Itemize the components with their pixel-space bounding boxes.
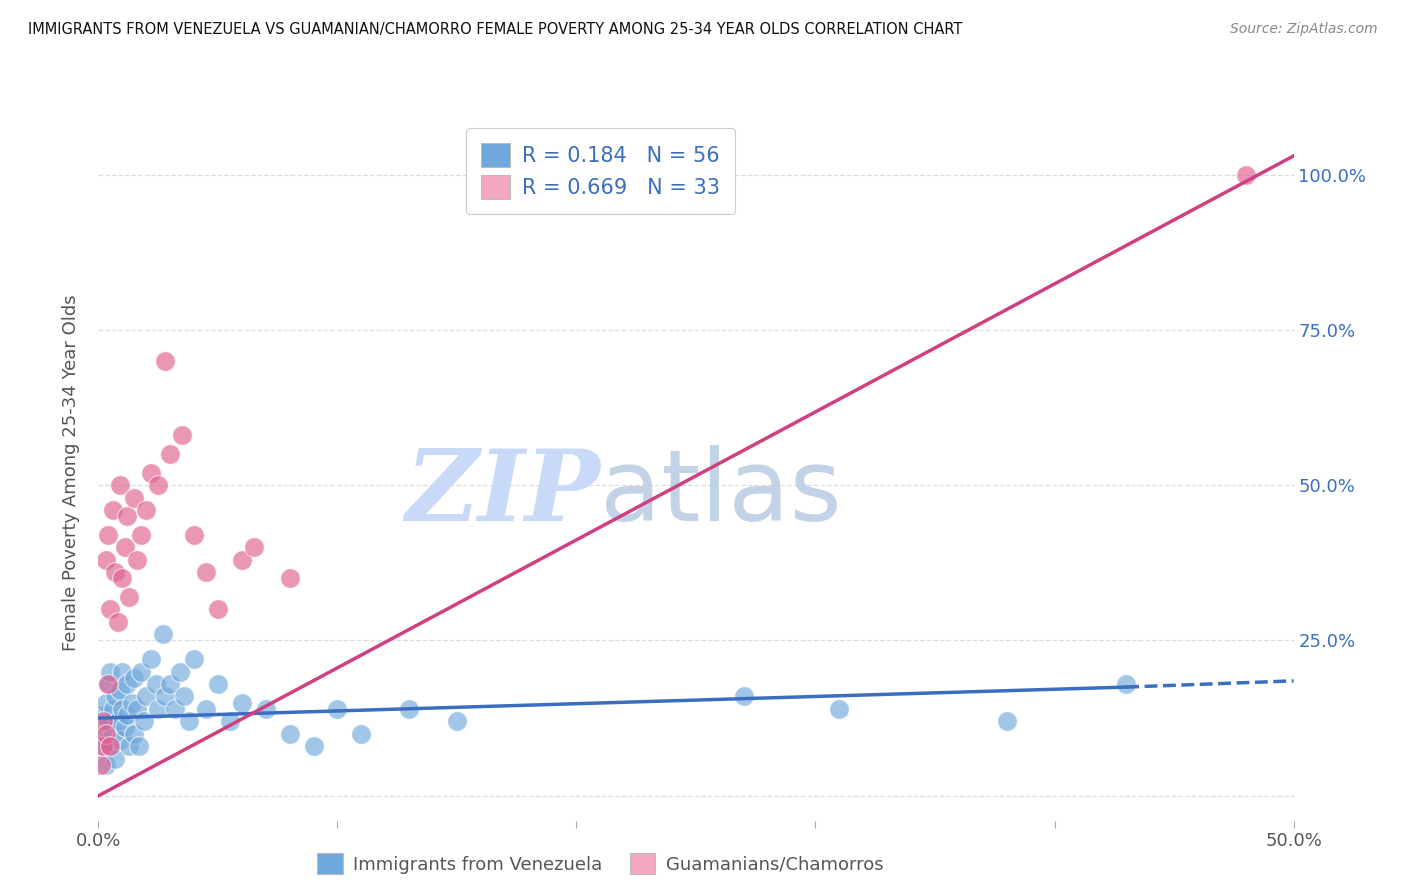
Point [114, 541, 136, 555]
Point [98, 602, 122, 616]
Point [172, 428, 194, 442]
Point [254, 702, 277, 716]
Point [115, 708, 138, 723]
Point [179, 714, 201, 729]
Point [101, 503, 124, 517]
Text: atlas: atlas [600, 445, 842, 542]
Point [91, 739, 114, 753]
Point [118, 739, 141, 753]
Point [135, 690, 157, 704]
Point [94, 726, 117, 740]
Point [104, 751, 127, 765]
Point [115, 677, 138, 691]
Point [94, 552, 117, 567]
Point [97, 677, 120, 691]
Point [124, 726, 146, 740]
Legend: Immigrants from Venezuela, Guamanians/Chamorros: Immigrants from Venezuela, Guamanians/Ch… [311, 846, 890, 881]
Point [94, 757, 117, 772]
Text: Source: ZipAtlas.com: Source: ZipAtlas.com [1230, 22, 1378, 37]
Point [91, 739, 114, 753]
Point [124, 491, 146, 505]
Point [114, 721, 136, 735]
Text: IMMIGRANTS FROM VENEZUELA VS GUAMANIAN/CHAMORRO FEMALE POVERTY AMONG 25-34 YEAR : IMMIGRANTS FROM VENEZUELA VS GUAMANIAN/C… [28, 22, 963, 37]
Point [231, 696, 253, 710]
Point [828, 702, 851, 716]
Point [132, 714, 155, 729]
Y-axis label: Female Poverty Among 25-34 Year Olds: Female Poverty Among 25-34 Year Olds [62, 294, 80, 651]
Point [148, 702, 170, 716]
Point [207, 602, 229, 616]
Point [97, 528, 120, 542]
Point [152, 627, 174, 641]
Point [145, 677, 167, 691]
Point [90, 726, 112, 740]
Point [125, 552, 148, 567]
Point [91, 714, 114, 729]
Point [124, 671, 146, 685]
Point [139, 466, 162, 480]
Point [98, 665, 122, 679]
Point [94, 696, 117, 710]
Point [207, 677, 229, 691]
Point [733, 690, 755, 704]
Point [135, 503, 157, 517]
Point [159, 677, 181, 691]
Point [219, 714, 242, 729]
Point [104, 690, 127, 704]
Point [131, 665, 153, 679]
Point [194, 702, 218, 716]
Point [131, 528, 153, 542]
Point [1115, 677, 1137, 691]
Point [350, 726, 373, 740]
Text: ZIP: ZIP [405, 445, 600, 541]
Point [115, 509, 138, 524]
Point [97, 714, 120, 729]
Point [139, 652, 162, 666]
Point [194, 565, 218, 579]
Point [183, 528, 205, 542]
Point [101, 726, 124, 740]
Point [98, 739, 122, 753]
Point [121, 696, 143, 710]
Point [111, 702, 134, 716]
Point [163, 702, 186, 716]
Point [159, 447, 181, 461]
Point [111, 571, 134, 585]
Point [155, 354, 177, 368]
Point [97, 677, 120, 691]
Point [302, 739, 325, 753]
Point [278, 571, 301, 585]
Point [446, 714, 468, 729]
Point [278, 726, 301, 740]
Point [101, 702, 124, 716]
Point [326, 702, 349, 716]
Point [169, 665, 191, 679]
Point [111, 665, 134, 679]
Point [98, 739, 122, 753]
Point [108, 478, 131, 492]
Point [398, 702, 420, 716]
Point [108, 732, 131, 747]
Point [125, 702, 148, 716]
Point [148, 478, 170, 492]
Point [128, 739, 150, 753]
Point [183, 652, 205, 666]
Point [107, 714, 129, 729]
Point [243, 541, 266, 555]
Point [118, 590, 141, 604]
Point [173, 690, 195, 704]
Point [995, 714, 1018, 729]
Point [104, 565, 127, 579]
Point [90, 757, 112, 772]
Point [108, 683, 131, 698]
Point [91, 708, 114, 723]
Point [1234, 168, 1257, 182]
Point [107, 615, 129, 629]
Point [155, 690, 177, 704]
Point [231, 552, 253, 567]
